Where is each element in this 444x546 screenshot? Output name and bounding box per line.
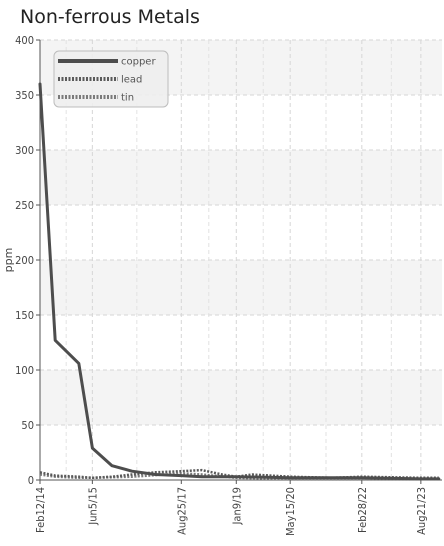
chart-title: Non-ferrous Metals xyxy=(20,6,200,28)
y-axis-ticks: 0 50 100 150 200 250 300 350 400 xyxy=(15,34,40,487)
x-tick-label: Jan9/19 xyxy=(230,487,243,525)
series-line-lead xyxy=(39,468,439,480)
x-tick-label: May15/20 xyxy=(284,487,297,536)
x-tick-label: Aug21/23 xyxy=(415,487,428,535)
y-tick-label: 100 xyxy=(15,364,34,377)
y-tick-label: 350 xyxy=(15,89,34,102)
y-tick-label: 300 xyxy=(15,144,34,157)
legend-label-tin: tin xyxy=(121,93,134,104)
series-group xyxy=(38,82,441,481)
grid-lines xyxy=(39,39,442,481)
legend: copper lead tin xyxy=(53,50,169,108)
legend-label-lead: lead xyxy=(121,75,142,86)
plot-band xyxy=(40,370,442,425)
y-tick-label: 50 xyxy=(21,419,34,432)
legend-label-copper: copper xyxy=(121,57,156,68)
x-axis-ticks: Feb12/14 Jun5/15 Aug25/17 Jan9/19 May15/20 Fe… xyxy=(34,480,428,536)
y-tick-label: 400 xyxy=(15,34,34,47)
y-tick-label: 0 xyxy=(28,474,34,487)
y-tick-label: 250 xyxy=(15,199,34,212)
x-tick-label: Feb28/22 xyxy=(356,487,369,533)
x-tick-label: Jun5/15 xyxy=(86,487,99,526)
series-line-copper xyxy=(38,82,441,481)
x-tick-label: Aug25/17 xyxy=(175,487,188,535)
y-axis-label: ppm xyxy=(2,248,15,273)
x-tick-label: Feb12/14 xyxy=(34,487,47,533)
plot-band xyxy=(40,150,442,205)
plot-band xyxy=(40,260,442,315)
y-tick-label: 150 xyxy=(15,309,34,322)
y-tick-label: 200 xyxy=(15,254,34,267)
plot-bands xyxy=(40,40,442,425)
